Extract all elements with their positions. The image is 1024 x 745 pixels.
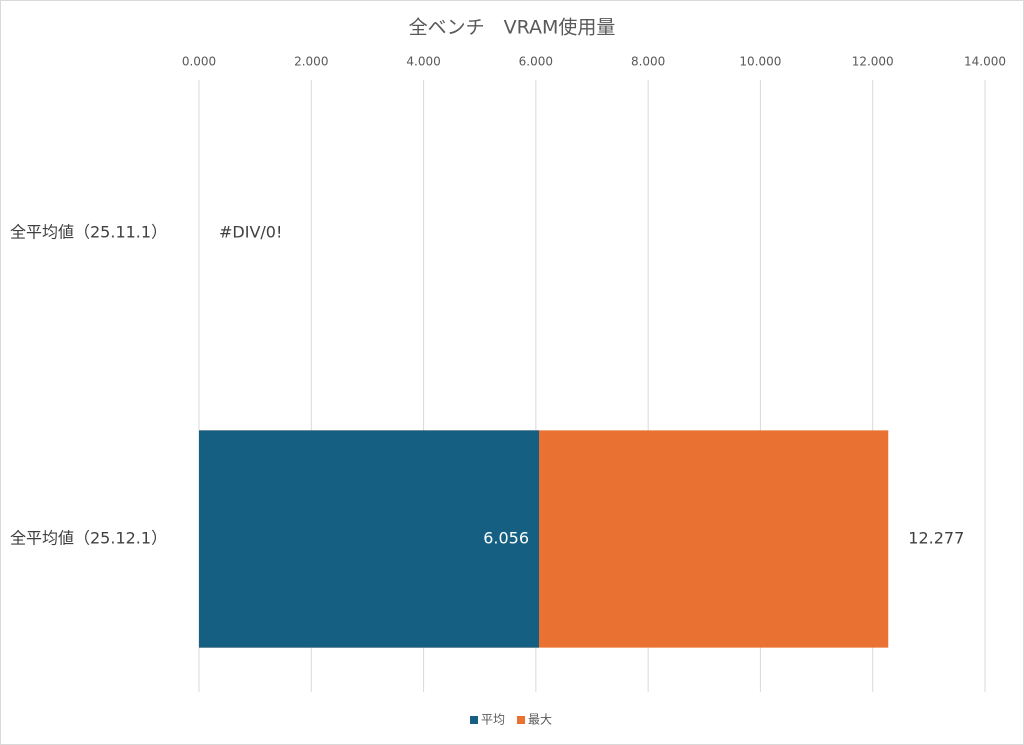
x-tick-label: 8.000 xyxy=(631,55,665,69)
data-label: #DIV/0! xyxy=(219,223,282,242)
bar xyxy=(199,430,540,648)
x-tick-label: 12.000 xyxy=(852,55,894,69)
data-label: 12.277 xyxy=(908,529,964,548)
x-tick-label: 14.000 xyxy=(964,55,1006,69)
x-tick-label: 2.000 xyxy=(294,55,328,69)
legend-label: 最大 xyxy=(528,713,552,727)
legend-swatch xyxy=(470,716,478,724)
y-tick-label: 全平均値（25.12.1） xyxy=(10,529,167,548)
data-label: 6.056 xyxy=(483,529,529,548)
x-tick-label: 4.000 xyxy=(406,55,440,69)
legend-label: 平均 xyxy=(481,713,505,727)
y-tick-label: 全平均値（25.11.1） xyxy=(10,223,167,242)
x-tick-label: 0.000 xyxy=(182,55,216,69)
legend-swatch xyxy=(517,716,526,724)
chart-title: 全ベンチ VRAM使用量 xyxy=(409,17,616,39)
x-tick-label: 6.000 xyxy=(519,55,553,69)
x-tick-label: 10.000 xyxy=(739,55,781,69)
